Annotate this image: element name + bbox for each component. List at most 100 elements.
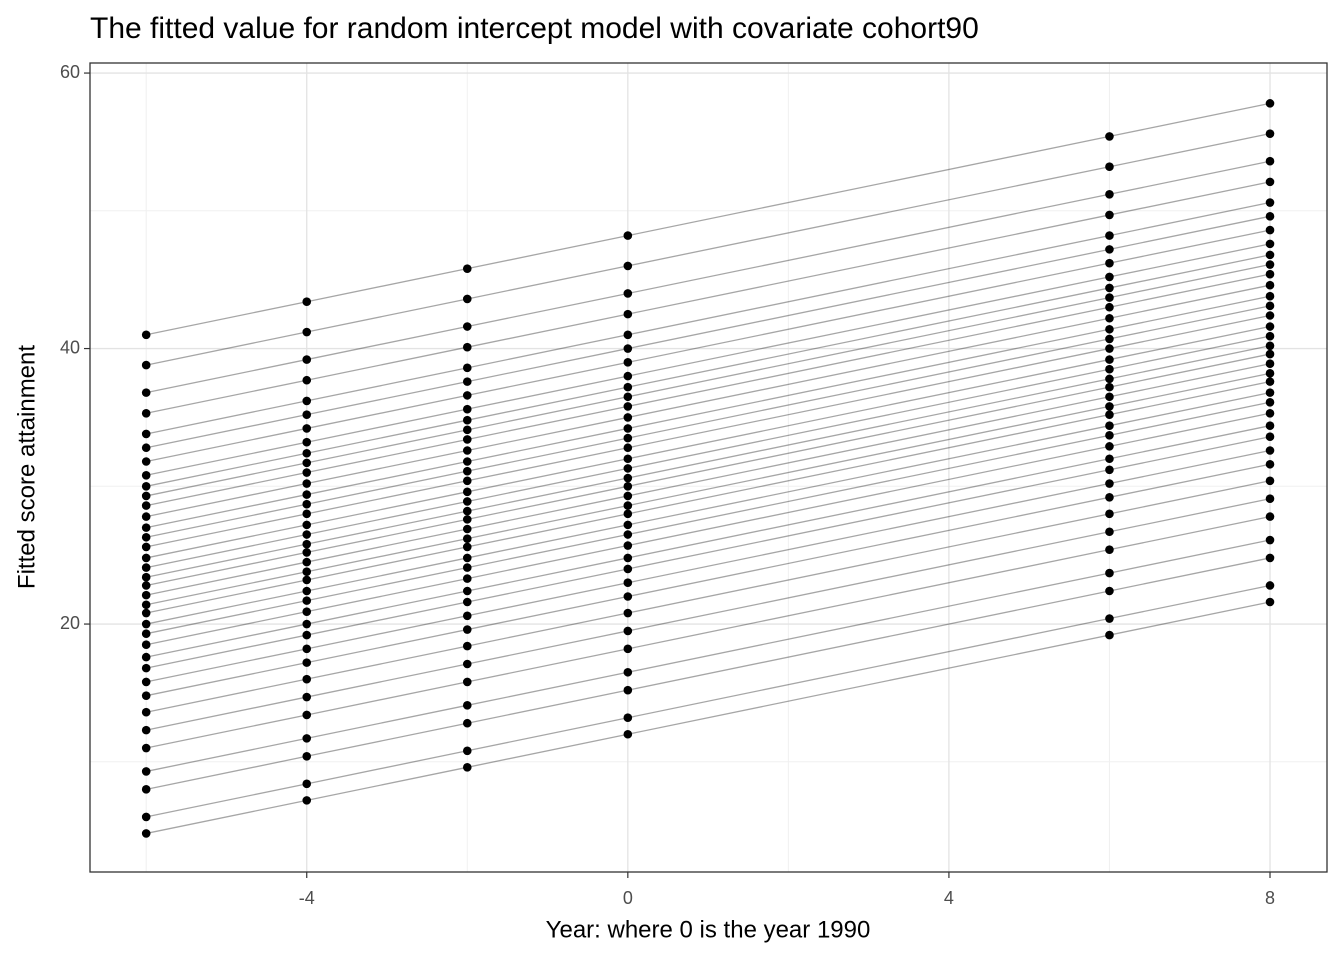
data-point [462,446,472,455]
series-line [146,295,1271,529]
series-line [146,498,1271,731]
data-point [462,659,472,669]
data-point [141,553,151,563]
data-point [302,674,312,684]
data-point [302,630,312,640]
data-point [1265,349,1275,359]
data-point [1105,586,1114,596]
data-point [462,425,472,435]
series-line [146,284,1271,518]
data-point [623,344,633,353]
data-point [1265,432,1275,442]
data-point [302,297,312,307]
data-point [1105,302,1114,312]
data-point [1105,231,1114,240]
data-point [1105,334,1114,344]
data-point [1265,359,1275,369]
data-point [462,363,472,373]
data-point [623,433,633,443]
series-line [146,201,1271,435]
data-point [302,520,312,530]
data-point [1265,341,1275,351]
series-line [146,243,1271,476]
series-line [146,539,1271,773]
data-point [462,718,472,728]
data-point [1105,189,1114,199]
data-point [623,626,633,636]
data-point [1105,568,1114,578]
data-point [462,625,472,634]
data-point [1265,476,1275,486]
data-point [462,553,472,563]
data-point [1265,311,1275,320]
data-point [1265,239,1275,249]
series-line [146,335,1271,569]
data-point [623,473,633,483]
data-point [141,785,151,794]
panel-border [89,62,1328,873]
data-point [1105,465,1114,475]
data-point [1265,301,1275,311]
data-point [141,608,151,618]
data-point [141,629,151,638]
series-line [146,263,1271,497]
data-point [302,509,312,519]
data-point [623,382,633,392]
data-point [462,506,472,516]
data-point [302,596,312,605]
data-point [462,264,472,273]
data-point [302,468,312,477]
data-point [462,677,472,687]
data-point [1265,260,1275,269]
data-point [1265,212,1275,221]
data-point [141,677,151,687]
data-point [623,402,633,411]
data-point [1265,250,1275,260]
data-point [1265,446,1275,455]
data-point [462,466,472,476]
series-line [146,229,1271,463]
data-point [141,743,151,753]
data-point [623,685,633,695]
series-line [146,425,1271,658]
data-point [462,404,472,414]
series-line [146,102,1271,336]
series-line [146,449,1271,683]
data-point [623,564,633,574]
series-line [146,557,1271,790]
series-line [146,401,1271,635]
data-point [302,796,312,805]
data-point [302,448,312,458]
data-point [141,652,151,662]
data-point [462,322,472,331]
data-point [141,532,151,542]
data-point [462,487,472,497]
data-point [623,443,633,453]
data-point [1105,283,1114,293]
data-point [1265,331,1275,341]
data-point [1105,210,1114,220]
data-point [623,424,633,433]
series-line [146,480,1271,713]
data-point [623,392,633,402]
data-point [623,491,633,501]
data-point [1105,454,1114,464]
data-point [141,829,151,838]
data-point [462,746,472,756]
data-point [1265,459,1275,469]
data-point [1105,324,1114,334]
data-point [623,644,633,654]
data-point [1105,410,1114,419]
data-point [1265,553,1275,563]
plot-area [141,99,1275,838]
data-point [1265,269,1275,279]
data-point [141,707,151,717]
data-point [623,578,633,588]
data-point [1105,527,1114,537]
data-point [302,424,312,433]
data-point [623,667,633,677]
data-point [623,358,633,367]
y-tick-label: 20 [60,613,80,633]
data-point [141,512,151,521]
data-point [1265,408,1275,418]
